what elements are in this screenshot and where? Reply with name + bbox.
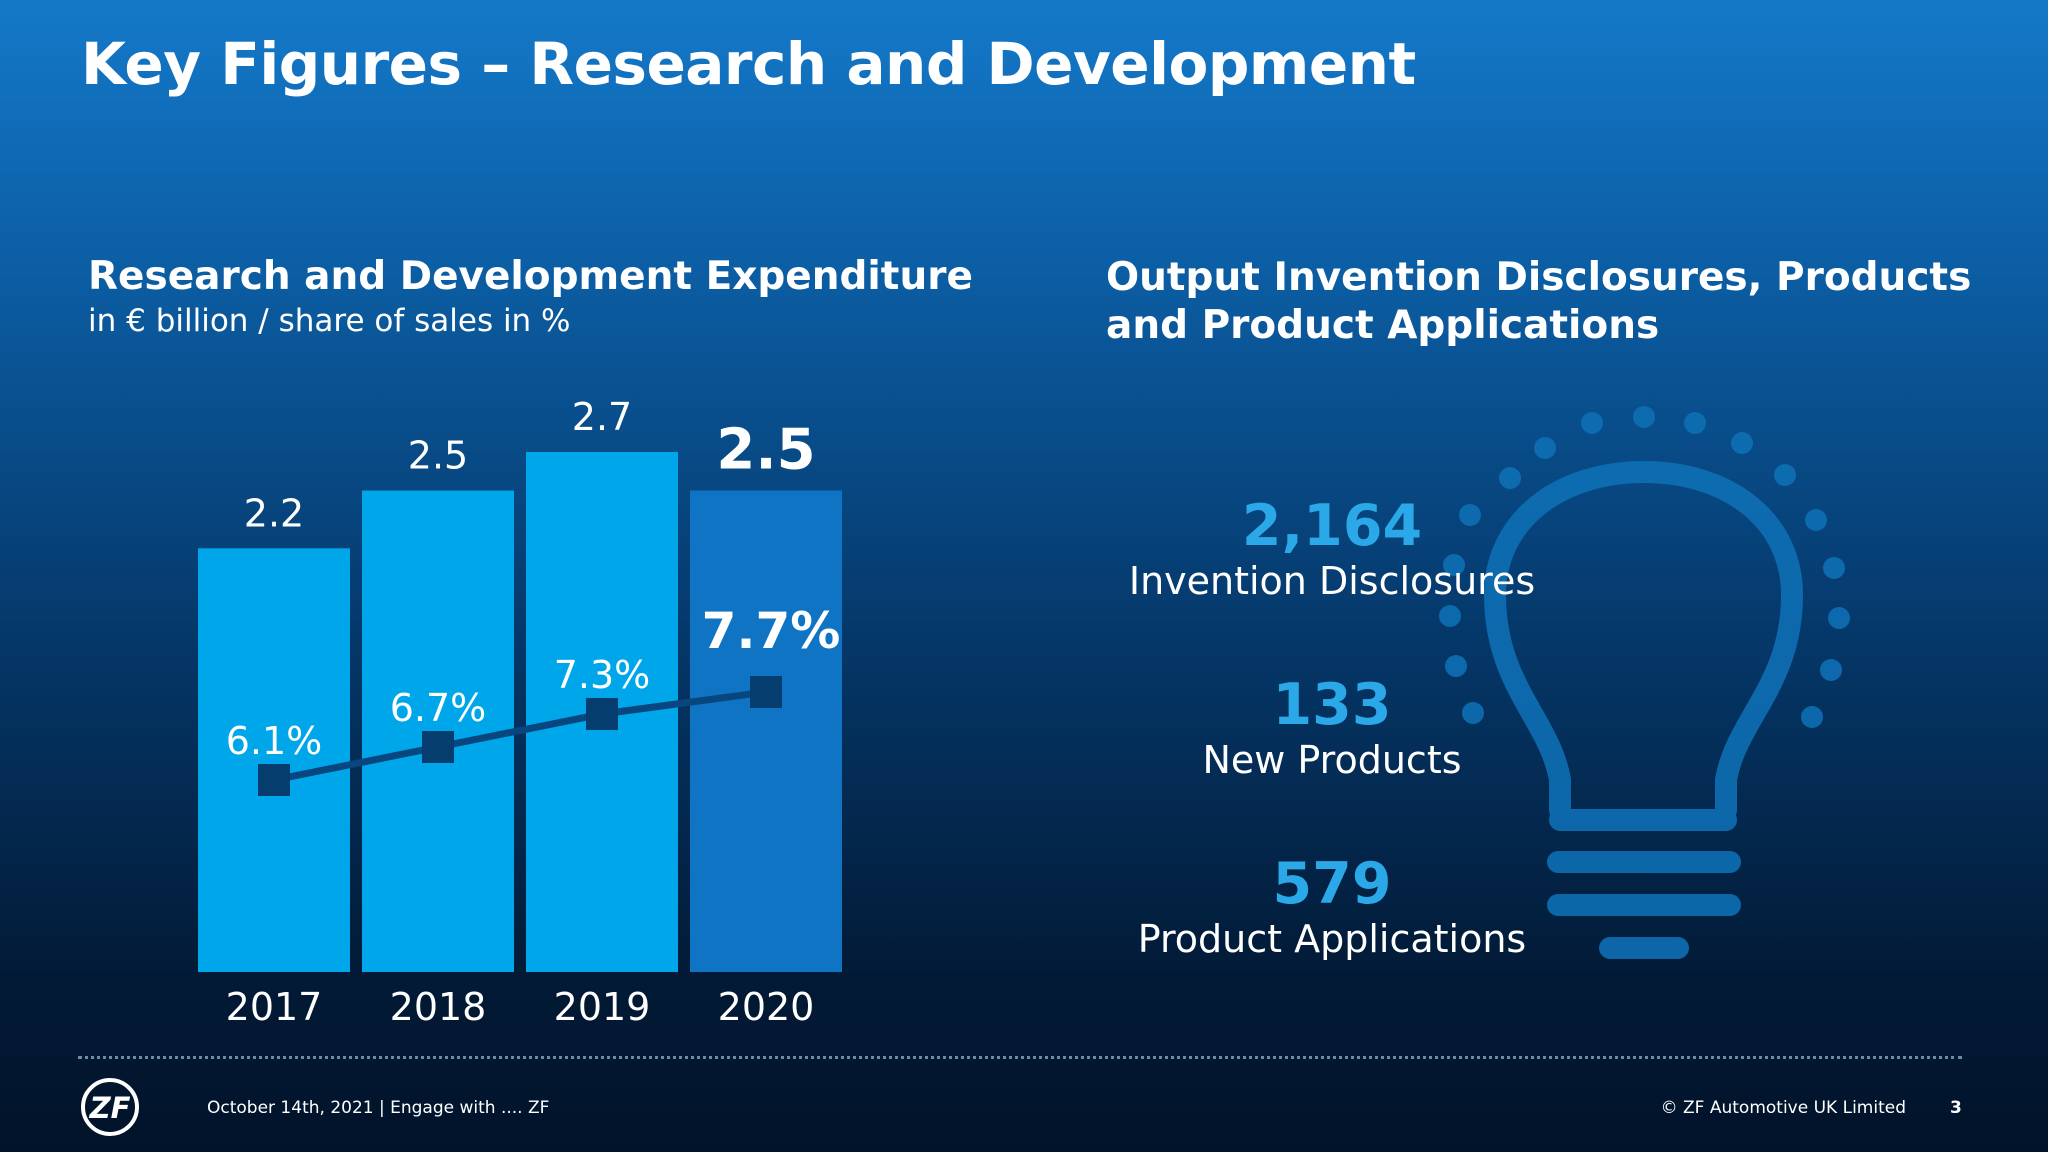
line-value-label: 6.7% (390, 686, 487, 730)
line-value-label: 7.7% (702, 602, 841, 660)
stat-invention-disclosures: 2,164 Invention Disclosures (1112, 494, 1552, 604)
stat-label: New Products (1202, 738, 1462, 782)
line-marker (586, 698, 618, 730)
line-value-label: 7.3% (554, 653, 651, 697)
chart-heading: Research and Development Expenditure (88, 254, 973, 299)
x-axis-label: 2020 (718, 985, 815, 1029)
share-of-sales-line (273, 688, 767, 784)
stat-new-products: 133 New Products (1112, 673, 1552, 783)
stat-label: Product Applications (1137, 917, 1527, 961)
stat-label: Invention Disclosures (1128, 559, 1536, 603)
logo-text: ZF (89, 1091, 131, 1125)
bar-2017 (198, 548, 350, 972)
x-axis-label: 2018 (390, 985, 487, 1029)
line-marker (258, 764, 290, 796)
footer-date-event: October 14th, 2021 | Engage with .... ZF (207, 1098, 550, 1118)
stat-product-applications: 579 Product Applications (1112, 852, 1552, 962)
stat-value: 2,164 (1241, 493, 1423, 559)
x-axis-label: 2019 (554, 985, 651, 1029)
chart-subheading: in € billion / share of sales in % (88, 303, 571, 339)
rd-expenditure-chart: 2.2 2017 2.5 2018 2.7 2019 2.5 2020 6.1% 6.7% 7.3%… (198, 395, 842, 1029)
line-marker (750, 676, 782, 708)
line-value-label: 6.1% (226, 719, 323, 763)
footer-divider (78, 1056, 1962, 1059)
bar-value-label: 2.7 (572, 395, 632, 439)
page-title: Key Figures – Research and Development (81, 30, 1416, 98)
bar-value-label: 2.2 (244, 491, 304, 535)
stat-value: 133 (1272, 672, 1392, 738)
lightbulb-icon (1439, 406, 1850, 959)
bar-value-label: 2.5 (408, 434, 468, 478)
output-heading: Output Invention Disclosures, Products a… (1106, 255, 1972, 348)
bar-2020 (690, 490, 842, 972)
footer-copyright: © ZF Automotive UK Limited (1660, 1098, 1906, 1118)
page-number: 3 (1950, 1098, 1962, 1118)
x-axis-label: 2017 (226, 985, 323, 1029)
zf-logo: ZF (81, 1078, 139, 1136)
bar-value-label: 2.5 (716, 418, 815, 483)
line-marker (422, 731, 454, 763)
stat-value: 579 (1272, 851, 1392, 917)
